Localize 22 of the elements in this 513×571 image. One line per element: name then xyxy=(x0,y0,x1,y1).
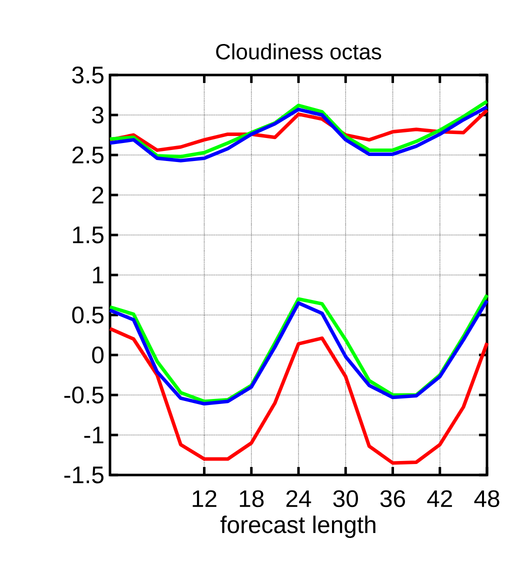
y-tick-label: -1.5 xyxy=(64,466,104,484)
y-tick-label: 3.5 xyxy=(72,66,104,84)
y-tick-label: 0.5 xyxy=(72,306,104,324)
x-axis-title: forecast length xyxy=(220,516,376,538)
y-tick-label: 0 xyxy=(92,346,104,364)
chart-title: Cloudiness octas xyxy=(216,43,382,60)
y-tick-label: 2.5 xyxy=(72,146,104,164)
y-tick-label: -0.5 xyxy=(64,386,104,404)
line-series xyxy=(108,105,489,162)
x-tick-label: 48 xyxy=(474,490,500,508)
line-series xyxy=(108,326,489,465)
x-tick-label: 36 xyxy=(380,490,405,508)
x-tick-label: 30 xyxy=(333,490,358,508)
y-tick-label: 3 xyxy=(92,106,104,124)
y-tick-label: -1 xyxy=(84,426,104,444)
x-tick-label: 18 xyxy=(240,490,264,508)
x-tick-label: 42 xyxy=(427,490,452,507)
y-tick-label: 2 xyxy=(92,186,104,204)
x-tick-label: 12 xyxy=(192,490,216,507)
x-tick-label: 24 xyxy=(286,490,312,507)
y-tick-label: 1 xyxy=(93,266,104,284)
y-tick-label: 1.5 xyxy=(73,226,104,244)
